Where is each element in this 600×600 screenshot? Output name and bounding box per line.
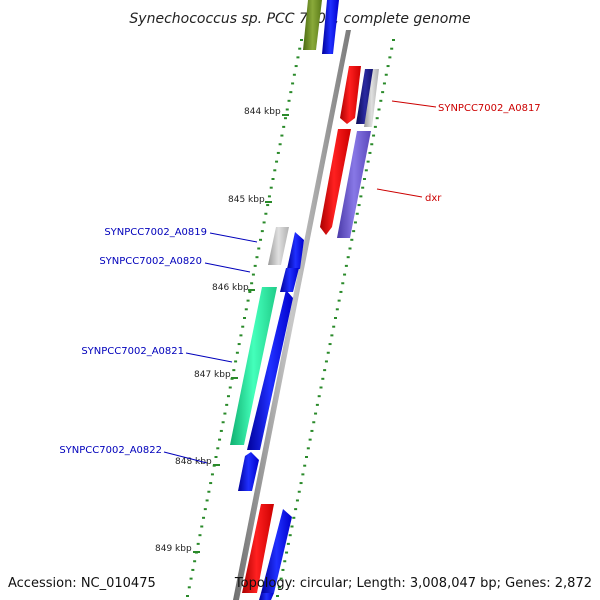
map-title: Synechococcus sp. PCC 7002, complete gen… xyxy=(129,11,470,27)
gene-label-a0822[interactable]: SYNPCC7002_A0822 xyxy=(59,445,162,456)
gene-label-a0819[interactable]: SYNPCC7002_A0819 xyxy=(104,227,207,238)
gene-feature-red-long xyxy=(320,129,351,235)
gene-feature-a0820 xyxy=(280,268,299,292)
scale-label: 845 kbp xyxy=(228,195,265,205)
gene-feature-blue-bottom2 xyxy=(259,593,274,600)
gene-feature-a0819 xyxy=(268,227,289,265)
gene-label-a0817[interactable]: SYNPCC7002_A0817 xyxy=(438,103,541,114)
gene-label-dxr[interactable]: dxr xyxy=(425,193,442,204)
gene-feature-red-bottom xyxy=(242,504,274,593)
gene-feature-a0822 xyxy=(238,452,259,491)
gene-feature-a0817-gray xyxy=(364,69,379,127)
gene-feature-a0817-navy xyxy=(356,69,374,124)
topology-text: Topology: circular; Length: 3,008,047 bp… xyxy=(234,576,592,591)
accession-text: Accession: NC_010475 xyxy=(8,576,156,591)
scale-label: 844 kbp xyxy=(244,107,281,117)
scale-label: 846 kbp xyxy=(212,283,249,293)
gene-label-a0821[interactable]: SYNPCC7002_A0821 xyxy=(81,346,184,357)
scale-label: 849 kbp xyxy=(155,544,192,554)
scale-label: 848 kbp xyxy=(175,457,212,467)
gene-label-a0820[interactable]: SYNPCC7002_A0820 xyxy=(99,256,202,267)
genome-backbone xyxy=(233,30,351,600)
gene-feature-a0820-top xyxy=(287,232,304,269)
scale-ticks xyxy=(186,39,395,597)
gene-feature-olive xyxy=(303,0,322,50)
gene-feature-blue-long xyxy=(247,290,293,450)
gene-feature-a0821 xyxy=(230,287,277,445)
gene-feature-a0817-red xyxy=(340,66,361,124)
gene-feature-blue-bottom xyxy=(261,509,292,593)
gene-feature-blue-top xyxy=(322,0,339,54)
scale-label: 847 kbp xyxy=(194,370,231,380)
gene-feature-dxr xyxy=(337,131,371,238)
